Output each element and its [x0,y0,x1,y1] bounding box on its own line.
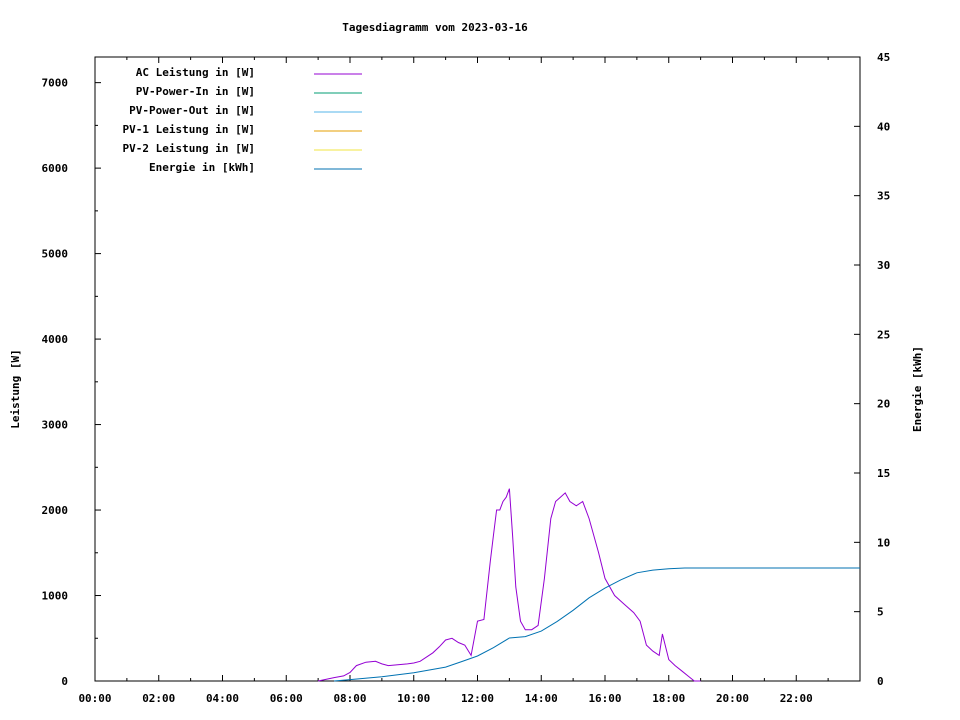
y2-tick-label: 15 [877,467,890,480]
y2-tick-label: 25 [877,328,890,341]
y-tick-label: 6000 [42,162,69,175]
y-tick-label: 1000 [42,590,69,603]
legend-label: Energie in [kWh] [149,161,255,174]
y2-tick-label: 20 [877,398,890,411]
y2-tick-label: 35 [877,190,890,203]
x-tick-label: 14:00 [525,692,558,705]
x-tick-label: 04:00 [206,692,239,705]
legend-label: PV-Power-In in [W] [136,85,255,98]
y2-tick-label: 40 [877,120,890,133]
legend-label: PV-Power-Out in [W] [129,104,255,117]
series-line-5 [334,567,860,682]
y-tick-label: 7000 [42,77,69,90]
x-tick-label: 22:00 [780,692,813,705]
x-tick-label: 16:00 [588,692,621,705]
y-tick-label: 5000 [42,248,69,261]
y-tick-label: 0 [61,675,68,688]
x-axis-ticks: 00:00 02:00 04:00 06:00 08:00 10:00 12:00 14:00… [78,57,861,705]
legend-label: PV-2 Leistung in [W] [123,142,255,155]
legend-label: AC Leistung in [W] [136,66,255,79]
legend-label: PV-1 Leistung in [W] [123,123,255,136]
series-lines [317,488,860,682]
y-tick-label: 2000 [42,504,69,517]
y-axis-ticks: 0 1000 2000 3000 4000 5000 6000 7000 [42,77,101,688]
x-tick-label: 02:00 [142,692,175,705]
y2-tick-label: 0 [877,675,884,688]
x-tick-label: 08:00 [333,692,366,705]
y-tick-label: 4000 [42,333,69,346]
x-tick-label: 10:00 [397,692,430,705]
y2-tick-label: 10 [877,536,890,549]
y2-tick-label: 5 [877,606,884,619]
x-tick-label: 18:00 [652,692,685,705]
y2-axis-ticks: 0 5 10 15 20 25 30 35 40 45 [854,51,890,688]
x-tick-label: 12:00 [461,692,494,705]
y2-tick-label: 30 [877,259,890,272]
x-tick-label: 00:00 [78,692,111,705]
y-tick-label: 3000 [42,419,69,432]
y2-tick-label: 45 [877,51,890,64]
y2-axis-label: Energie [kWh] [911,346,924,432]
series-line-0 [317,488,701,682]
chart-title: Tagesdiagramm vom 2023-03-16 [342,21,528,34]
y-axis-label: Leistung [W] [9,349,22,428]
x-tick-label: 06:00 [270,692,303,705]
legend: AC Leistung in [W] PV-Power-In in [W] PV-P… [123,66,362,174]
x-tick-label: 20:00 [716,692,749,705]
